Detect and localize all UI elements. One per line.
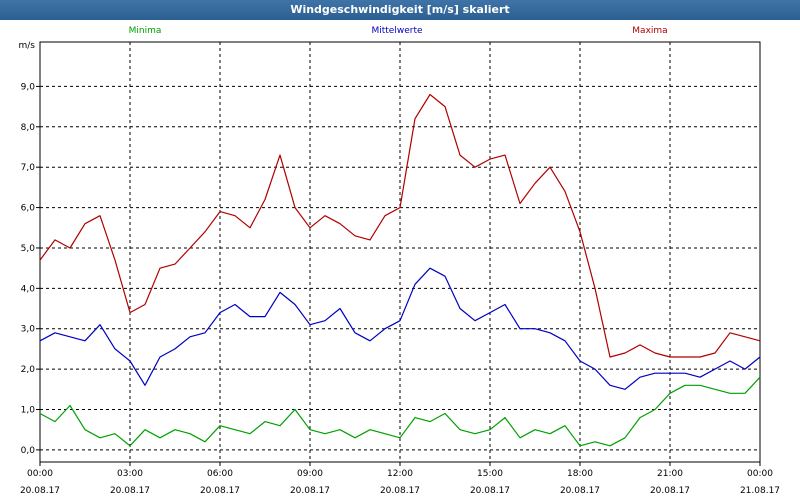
x-tick-time-label: 18:00	[567, 469, 593, 479]
x-tick-date-label: 20.08.17	[380, 486, 420, 496]
series-line-mittelwerte	[39, 267, 761, 390]
x-tick-time-label: 15:00	[477, 469, 503, 479]
grid	[36, 42, 761, 466]
y-axis-label: m/s	[19, 41, 36, 51]
y-tick-label: 1,0	[21, 406, 36, 416]
x-tick-date-label: 20.08.17	[290, 486, 330, 496]
legend-item-maxima: Maxima	[632, 26, 667, 36]
axis-labels: 0,0 1,0 2,0 3,0 4,0 5,0 6,0 7,0 8,0 9,0 m/s 00:00 20…	[19, 41, 781, 496]
x-tick-time-label: 06:00	[207, 469, 233, 479]
y-tick-label: 7,0	[21, 163, 36, 173]
x-tick-time-label: 03:00	[117, 469, 143, 479]
chart-area: 0,0 1,0 2,0 3,0 4,0 5,0 6,0 7,0 8,0 9,0 m/s 00:00 20…	[0, 20, 800, 500]
series-line-maxima	[39, 93, 761, 358]
x-tick-date-label: 20.08.17	[110, 486, 150, 496]
y-tick-label: 3,0	[21, 325, 36, 335]
x-tick-date-label: 20.08.17	[470, 486, 510, 496]
x-tick-time-label: 00:00	[27, 469, 53, 479]
x-tick-date-label: 21.08.17	[740, 486, 780, 496]
x-tick-time-label: 00:00	[747, 469, 773, 479]
y-tick-label: 5,0	[21, 244, 36, 254]
chart-title: Windgeschwindigkeit [m/s] skaliert	[0, 0, 800, 20]
x-tick-time-label: 21:00	[657, 469, 683, 479]
y-tick-label: 0,0	[21, 446, 36, 456]
x-tick-date-label: 20.08.17	[20, 486, 60, 496]
x-tick-date-label: 20.08.17	[650, 486, 690, 496]
legend-item-minima: Minima	[129, 26, 162, 36]
chart-svg: 0,0 1,0 2,0 3,0 4,0 5,0 6,0 7,0 8,0 9,0 m/s 00:00 20…	[0, 20, 800, 500]
y-tick-label: 4,0	[21, 284, 36, 294]
legend-item-mittelwerte: Mittelwerte	[371, 26, 422, 36]
y-tick-label: 6,0	[21, 204, 36, 214]
legend: Minima Mittelwerte Maxima	[129, 26, 668, 36]
x-tick-time-label: 09:00	[297, 469, 323, 479]
x-tick-date-label: 20.08.17	[200, 486, 240, 496]
y-tick-label: 9,0	[21, 82, 36, 92]
series-line-minima	[39, 376, 761, 447]
series-lines	[39, 93, 761, 447]
y-tick-label: 8,0	[21, 123, 36, 133]
y-tick-label: 2,0	[21, 365, 36, 375]
x-tick-date-label: 20.08.17	[560, 486, 600, 496]
x-tick-time-label: 12:00	[387, 469, 413, 479]
